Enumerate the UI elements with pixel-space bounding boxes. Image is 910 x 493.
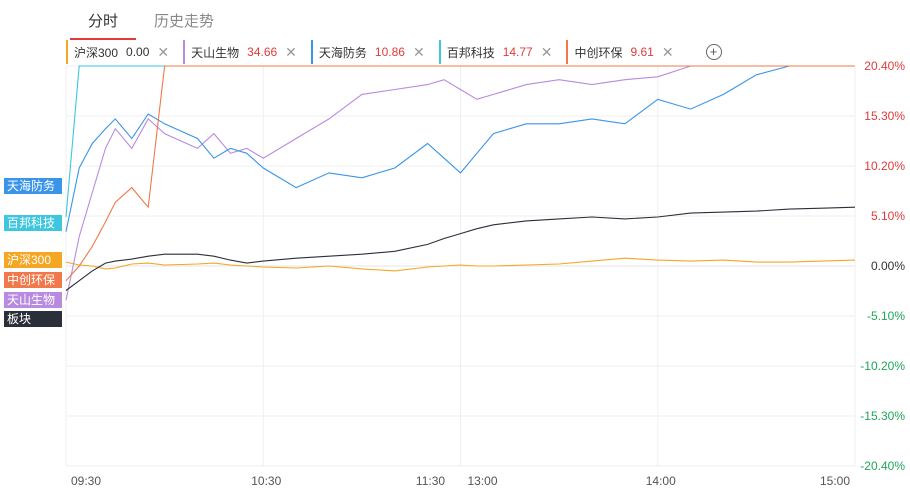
x-tick-label: 15:00 [820,474,850,488]
tag-hs300[interactable]: 沪深300 [4,252,62,268]
tag-sector[interactable]: 板块 [4,311,62,327]
legend-value: 0.00 [126,45,150,59]
legend-chip-tianshan[interactable]: 天山生物 34.66 ✕ [183,40,303,64]
series-line [65,206,856,291]
legend-name: 沪深300 [74,45,119,60]
legend-chip-tianhai[interactable]: 天海防务 10.86 ✕ [310,40,431,64]
y-tick-label: 15.30% [864,109,905,123]
close-icon[interactable]: ✕ [412,43,425,60]
legend-chip-baibang[interactable]: 百邦科技 14.77 ✕ [438,40,559,64]
close-icon[interactable]: ✕ [540,43,553,60]
legend-chip-hs300[interactable]: 沪深300 0.00 ✕ [66,40,176,64]
tab-intraday[interactable]: 分时 [70,0,137,40]
x-tick-label: 13:00 [467,474,497,488]
x-tick-label: 14:00 [646,474,676,488]
series-line [65,65,855,232]
legend-name: 百邦科技 [446,45,495,60]
y-tick-label: 0.00% [871,259,905,273]
legend-name: 天山生物 [191,45,240,60]
legend-value: 10.86 [374,45,405,59]
y-tick-label: 20.40% [864,59,905,73]
legend-value: 14.77 [502,45,533,59]
add-icon[interactable]: + [705,44,722,60]
legend-value: 9.61 [630,45,654,59]
close-icon[interactable]: ✕ [661,43,674,60]
tag-zhongchuang[interactable]: 中创环保 [4,272,62,288]
x-tick-label: 10:30 [251,474,281,488]
legend-chip-zhongchuang[interactable]: 中创环保 9.61 ✕ [566,40,680,64]
view-tabs: 分时 历史走势 [70,0,232,40]
close-icon[interactable]: ✕ [285,43,297,60]
series-line [65,257,856,272]
series-line [65,65,855,282]
tab-history[interactable]: 历史走势 [154,13,215,30]
y-tick-label: 5.10% [871,209,905,223]
legend-name: 天海防务 [318,45,367,60]
y-tick-label: -10.20% [860,359,905,373]
close-icon[interactable]: ✕ [157,43,170,60]
y-tick-label: -15.30% [860,409,905,423]
y-tick-label: 10.20% [864,159,905,173]
series-legend: 沪深300 0.00 ✕ 天山生物 34.66 ✕ 天海防务 10.86 ✕ 百… [66,38,722,66]
x-tick-label: 09:30 [71,474,101,488]
y-tick-label: -5.10% [867,309,905,323]
tag-tianshan[interactable]: 天山生物 [4,292,62,308]
tag-tianhai[interactable]: 天海防务 [4,178,62,194]
x-tick-label: 11:30 [416,474,445,488]
y-tick-label: -20.40% [860,459,905,473]
legend-name: 中创环保 [574,45,623,60]
series-line [65,65,855,301]
legend-value: 34.66 [247,45,278,59]
tag-baibang[interactable]: 百邦科技 [4,215,62,231]
